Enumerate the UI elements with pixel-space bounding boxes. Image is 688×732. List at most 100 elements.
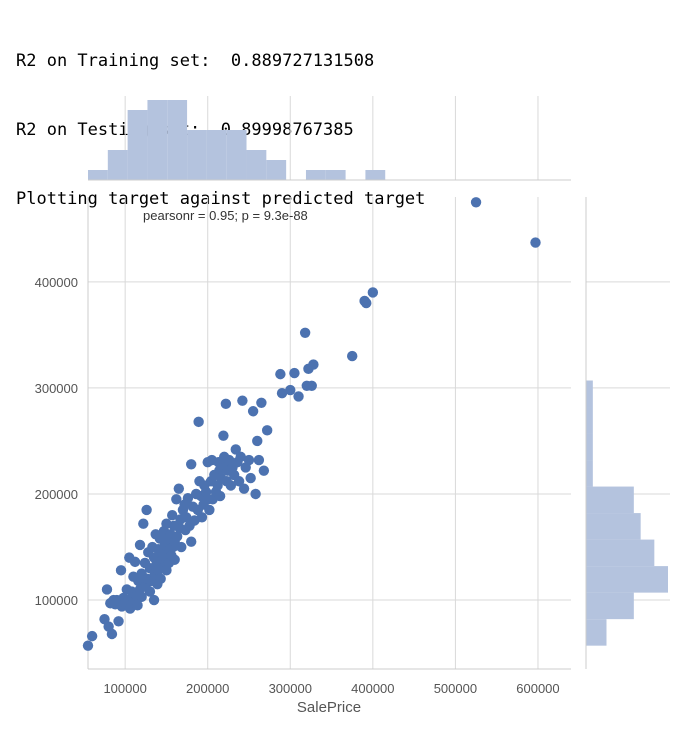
- top-hist-bar: [246, 150, 267, 180]
- right-hist-bar: [586, 513, 641, 540]
- right-hist-bar: [586, 566, 668, 593]
- scatter-point: [141, 504, 152, 516]
- scatter-point: [225, 480, 237, 491]
- console-line-train: R2 on Training set: 0.889727131508: [16, 51, 375, 71]
- pearsonr-annotation: pearsonr = 0.95; p = 9.3e-88: [143, 208, 308, 223]
- scatter-point: [86, 630, 98, 642]
- x-tick-label: 400000: [351, 681, 394, 696]
- tick-labels: 100000 200000 300000 400000 500000 600000 1000…: [35, 275, 560, 696]
- scatter-point: [299, 327, 311, 338]
- top-hist-bar: [365, 170, 386, 180]
- scatter-point: [289, 367, 300, 379]
- scatter-point: [361, 297, 372, 309]
- scatter-point: [243, 454, 255, 466]
- top-hist-bar: [147, 100, 168, 180]
- scatter-point: [218, 430, 229, 441]
- main-grid: [88, 197, 571, 669]
- top-hist-bar: [187, 130, 207, 180]
- right-hist-bar: [586, 539, 655, 567]
- scatter-point: [138, 518, 149, 529]
- scatter-point: [530, 237, 541, 248]
- scatter-point: [134, 539, 146, 551]
- scatter-point: [106, 628, 118, 640]
- scatter-point: [144, 586, 156, 597]
- scatter-point: [186, 536, 197, 547]
- top-hist-bar: [88, 170, 108, 180]
- scatter-point: [129, 556, 141, 568]
- scatter-point: [252, 435, 263, 447]
- scatter-point: [176, 541, 187, 553]
- right-hist-bar: [586, 592, 634, 620]
- scatter-point: [169, 554, 180, 565]
- x-tick-label: 600000: [516, 681, 559, 696]
- scatter-point: [250, 488, 261, 500]
- scatter-point: [247, 406, 259, 417]
- scatter-point: [155, 573, 166, 585]
- y-tick-label: 300000: [35, 381, 78, 396]
- scatter-point: [261, 425, 273, 436]
- top-hist-bar: [107, 150, 128, 180]
- scatter-point: [285, 384, 296, 396]
- scatter-point: [136, 591, 147, 603]
- scatter-point: [245, 472, 256, 484]
- top-hist-bar: [226, 130, 247, 180]
- top-hist-bar: [167, 100, 188, 180]
- scatter-point: [233, 476, 245, 487]
- scatter-point: [193, 416, 204, 428]
- y-tick-label: 400000: [35, 275, 78, 290]
- scatter-point: [186, 459, 197, 470]
- y-tick-label: 100000: [35, 593, 78, 608]
- x-tick-label: 300000: [269, 681, 312, 696]
- top-hist-bar: [206, 130, 227, 180]
- scatter-point: [115, 565, 127, 576]
- right-hist-bar: [586, 460, 593, 487]
- y-tick-label: 200000: [35, 487, 78, 502]
- scatter-point: [293, 391, 304, 402]
- scatter-point: [132, 600, 143, 611]
- scatter-point: [276, 388, 288, 399]
- right-marginal-histogram: [585, 197, 670, 669]
- x-tick-label: 200000: [186, 681, 229, 696]
- scatter-point: [235, 451, 246, 463]
- scatter-point: [230, 444, 241, 455]
- scatter-point: [306, 380, 317, 391]
- scatter-point: [182, 493, 194, 504]
- scatter-point: [82, 640, 94, 651]
- scatter-point: [173, 483, 185, 494]
- right-hist-bar: [586, 407, 593, 434]
- right-hist-bar: [586, 433, 593, 461]
- scatter-point: [237, 395, 248, 406]
- top-hist-bar: [266, 160, 287, 180]
- top-marginal-histogram: [88, 96, 571, 181]
- scatter-point: [171, 531, 183, 542]
- right-hist-bar: [586, 486, 634, 514]
- scatter-point: [367, 287, 379, 298]
- scatter-point: [256, 397, 267, 408]
- scatter-point: [258, 465, 270, 476]
- scatter-point: [204, 504, 215, 516]
- top-hist-bar: [325, 170, 346, 180]
- x-tick-label: 500000: [434, 681, 477, 696]
- top-hist-bar: [305, 170, 326, 180]
- scatter-point: [171, 494, 182, 505]
- x-tick-label: 100000: [103, 681, 146, 696]
- main-axes: [87, 197, 571, 670]
- scatter-point: [148, 594, 160, 606]
- scatter-point: [347, 350, 358, 362]
- scatter-point: [167, 510, 178, 521]
- console-line-plotting: Plotting target against predicted target: [16, 189, 426, 209]
- right-hist-bar: [586, 619, 607, 646]
- scatter-point: [220, 398, 232, 410]
- right-hist-bar: [586, 380, 593, 408]
- scatter-point: [113, 616, 124, 627]
- scatter-point: [238, 483, 250, 494]
- x-axis-label: SalePrice: [297, 699, 361, 716]
- scatter-point: [181, 512, 192, 523]
- scatter-point: [214, 490, 226, 502]
- scatter-point: [308, 359, 319, 370]
- scatter-point: [101, 584, 113, 595]
- scatter-point: [470, 197, 482, 208]
- top-hist-bar: [127, 110, 148, 180]
- scatter-point: [196, 512, 208, 523]
